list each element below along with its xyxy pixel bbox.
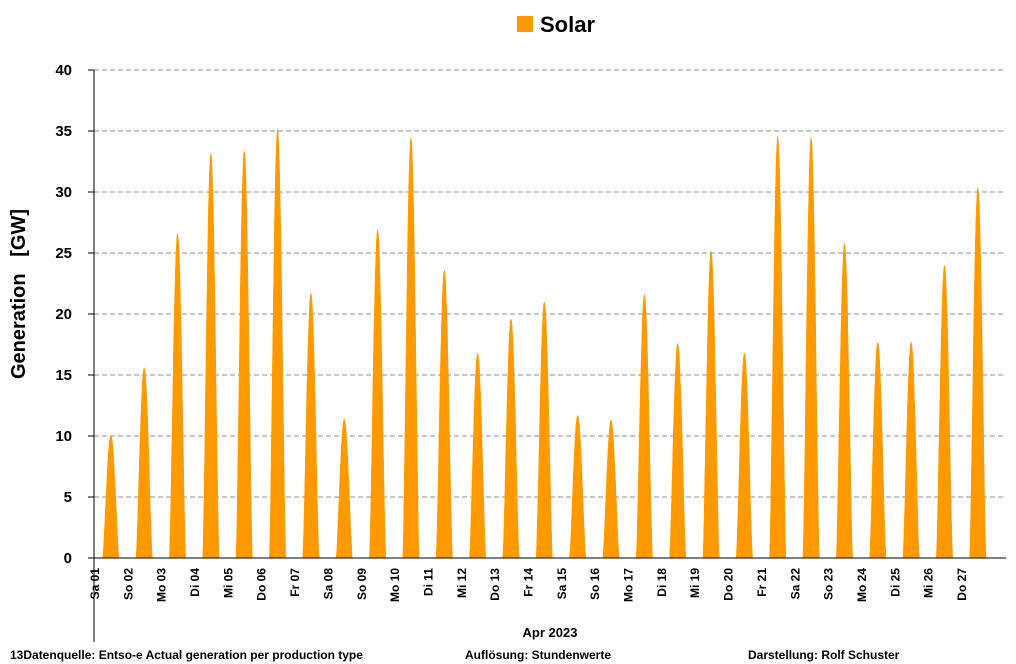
y-tick-label: 20 (55, 306, 72, 323)
solar-day-15 (569, 414, 587, 559)
solar-day-17 (635, 293, 653, 559)
footer-resolution: Auflösung: Stundenwerte (465, 648, 611, 662)
x-tick-label: Sa 15 (555, 568, 569, 600)
y-axis-ticks: 0 5 10 15 20 25 30 35 40 (55, 62, 94, 567)
solar-day-9 (369, 229, 387, 559)
solar-day-7 (302, 292, 320, 559)
axes (93, 70, 1006, 642)
x-tick-label: Fr 14 (521, 568, 535, 597)
y-tick-label: 30 (55, 184, 72, 201)
x-tick-label: Di 18 (655, 568, 669, 597)
solar-day-14 (535, 300, 553, 559)
x-tick-label: Mo 10 (388, 568, 402, 602)
x-tick-label: Fr 21 (755, 568, 769, 597)
x-tick-label: Do 13 (488, 568, 502, 601)
solar-day-6 (269, 128, 286, 559)
x-tick-label: Mi 19 (688, 568, 702, 598)
footer-author: Darstellung: Rolf Schuster (748, 648, 900, 662)
x-tick-label: Di 25 (888, 568, 902, 597)
solar-day-13 (502, 318, 520, 559)
x-tick-label: Sa 22 (788, 568, 802, 600)
solar-day-2 (135, 366, 153, 559)
y-axis-title: Generation [GW] (8, 209, 30, 379)
x-tick-label: Do 27 (955, 568, 969, 601)
x-tick-label: Sa 01 (88, 568, 102, 600)
x-tick-label: So 23 (822, 568, 836, 600)
footer-source: 13Datenquelle: Entso-e Actual generation… (10, 648, 363, 662)
solar-day-27 (969, 187, 987, 559)
legend-swatch-solar (517, 16, 533, 32)
x-tick-label: Di 11 (421, 568, 435, 596)
solar-day-18 (669, 342, 687, 559)
x-tick-label: So 02 (121, 568, 135, 600)
y-tick-label: 5 (64, 489, 72, 506)
x-tick-label: Mi 26 (922, 568, 936, 598)
solar-day-10 (402, 137, 420, 559)
x-tick-label: Mo 17 (622, 568, 636, 602)
solar-day-11 (435, 270, 453, 559)
x-tick-label: Mi 05 (221, 568, 235, 598)
solar-day-19 (702, 250, 720, 559)
solar-day-22 (802, 137, 820, 559)
x-tick-label: Do 20 (722, 568, 736, 601)
solar-day-4 (202, 152, 220, 559)
x-tick-label: Fr 07 (288, 568, 302, 597)
gridlines (94, 69, 1006, 498)
solar-day-12 (469, 352, 487, 559)
y-tick-label: 10 (55, 428, 72, 445)
x-tick-label: Di 04 (188, 568, 202, 597)
solar-day-8 (335, 418, 353, 559)
x-tick-label: Mi 12 (455, 568, 469, 598)
solar-day-16 (602, 419, 620, 559)
x-tick-label: Sa 08 (321, 568, 335, 600)
solar-area (102, 128, 987, 559)
x-tick-label: So 09 (355, 568, 369, 600)
x-tick-label: Mo 03 (155, 568, 169, 602)
solar-day-25 (902, 341, 920, 559)
y-tick-label: 15 (55, 367, 72, 384)
solar-day-1 (102, 434, 120, 559)
solar-day-5 (235, 150, 253, 559)
x-axis-ticks: Sa 01 So 02 Mo 03 Di 04 Mi 05 Do 06 Fr 07 Sa 08… (88, 568, 969, 602)
solar-day-21 (769, 135, 787, 559)
x-axis-title: Apr 2023 (523, 625, 578, 640)
y-tick-label: 25 (55, 245, 72, 262)
solar-day-23 (836, 243, 853, 559)
legend: Solar (517, 12, 595, 37)
solar-day-20 (735, 352, 753, 559)
x-tick-label: Mo 24 (855, 568, 869, 602)
x-tick-label: So 16 (588, 568, 602, 600)
solar-day-26 (936, 265, 953, 559)
solar-day-24 (869, 341, 887, 559)
y-tick-label: 0 (64, 550, 72, 567)
y-tick-label: 35 (55, 123, 72, 140)
legend-label-solar: Solar (540, 12, 595, 37)
y-tick-label: 40 (55, 62, 72, 79)
x-tick-label: Do 06 (255, 568, 269, 601)
solar-day-3 (169, 233, 186, 559)
